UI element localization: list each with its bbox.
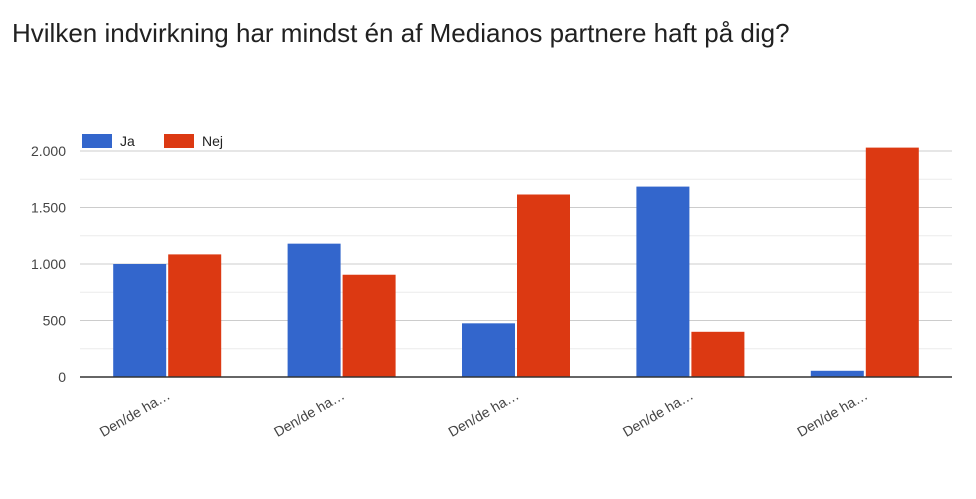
x-tick-label: Den/de ha… [620, 387, 696, 440]
legend-swatch-nej [164, 134, 194, 148]
bar-ja-1[interactable] [113, 264, 167, 377]
bar-nej-4[interactable] [691, 331, 745, 377]
gridlines [80, 150, 952, 350]
bar-nej-1[interactable] [168, 254, 222, 377]
legend: Ja Nej [82, 133, 223, 149]
legend-label-nej: Nej [202, 133, 223, 149]
bar-ja-3[interactable] [462, 323, 515, 377]
y-tick-label: 0 [58, 369, 66, 385]
bar-ja-5[interactable] [810, 370, 864, 377]
bar-nej-3[interactable] [517, 194, 570, 377]
x-tick-label: Den/de ha… [445, 387, 521, 440]
x-tick-label: Den/de ha… [271, 387, 347, 440]
y-tick-label: 1.500 [31, 200, 66, 216]
x-tick-label: Den/de ha… [97, 387, 173, 440]
y-tick-label: 1.000 [31, 256, 66, 272]
bar-nej-5[interactable] [865, 147, 919, 377]
bars [113, 147, 919, 377]
x-tick-label: Den/de ha… [794, 387, 870, 440]
bar-nej-2[interactable] [342, 274, 396, 377]
y-axis-ticks: 0 500 1.000 1.500 2.000 [31, 143, 66, 385]
y-tick-label: 500 [43, 313, 67, 329]
y-tick-label: 2.000 [31, 143, 66, 159]
bar-ja-2[interactable] [287, 243, 341, 377]
legend-label-ja: Ja [120, 133, 135, 149]
legend-swatch-ja [82, 134, 112, 148]
chart-title: Hvilken indvirkning har mindst én af Med… [12, 18, 790, 48]
x-axis-ticks: Den/de ha… Den/de ha… Den/de ha… Den/de ha…… [97, 387, 871, 440]
bar-ja-4[interactable] [636, 186, 690, 377]
